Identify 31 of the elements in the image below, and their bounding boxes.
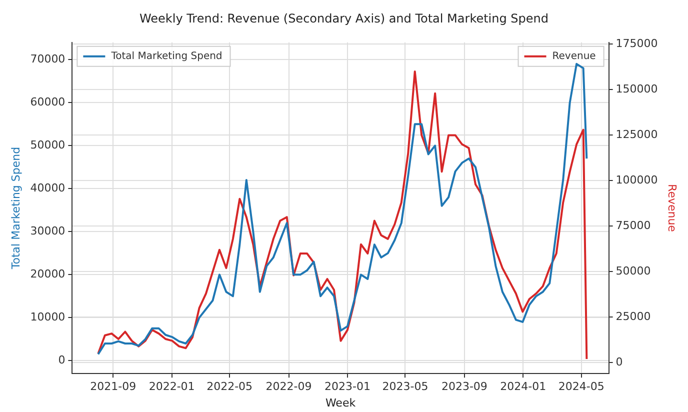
x-tick-label: 2024-05	[558, 380, 604, 394]
y2-tick-label: 25000	[616, 310, 651, 324]
x-tick-label: 2023-09	[441, 380, 488, 394]
y2-tick-label: 0	[616, 356, 623, 369]
y-tick-label: 60000	[30, 95, 66, 108]
y2-tick-label: 50000	[616, 264, 651, 278]
y-tick-label: 70000	[30, 52, 66, 66]
y2-tick-label: 100000	[616, 174, 658, 187]
chart-title: Weekly Trend: Revenue (Secondary Axis) and Total Marketing Spend	[139, 11, 549, 26]
y-tick-label: 30000	[30, 224, 66, 238]
y-tick-label: 10000	[30, 310, 66, 324]
y-tick-label: 40000	[30, 182, 66, 195]
y2-tick-label: 125000	[616, 128, 658, 142]
x-tick-label: 2021-09	[90, 380, 136, 394]
y-axis-title: Total Marketing Spend	[9, 146, 22, 270]
y2-tick-label: 150000	[616, 82, 658, 96]
x-tick-label: 2022-01	[148, 380, 195, 394]
y2-tick-label: 175000	[616, 37, 658, 50]
y2-tick-label: 75000	[616, 219, 651, 232]
y-tick-label: 20000	[30, 268, 66, 281]
x-tick-label: 2023-05	[382, 380, 428, 394]
x-tick-label: 2022-05	[206, 380, 253, 394]
y-tick-label: 50000	[30, 138, 66, 152]
x-axis-title: Week	[325, 396, 356, 410]
legend-label: Total Marketing Spend	[110, 50, 222, 62]
y2-axis-title: Revenue	[666, 184, 679, 232]
x-tick-label: 2022-09	[266, 380, 312, 394]
x-tick-label: 2024-01	[500, 380, 546, 394]
legend-label: Revenue	[552, 50, 596, 62]
x-tick-label: 2023-01	[324, 380, 370, 394]
y-tick-label: 0	[58, 354, 66, 367]
